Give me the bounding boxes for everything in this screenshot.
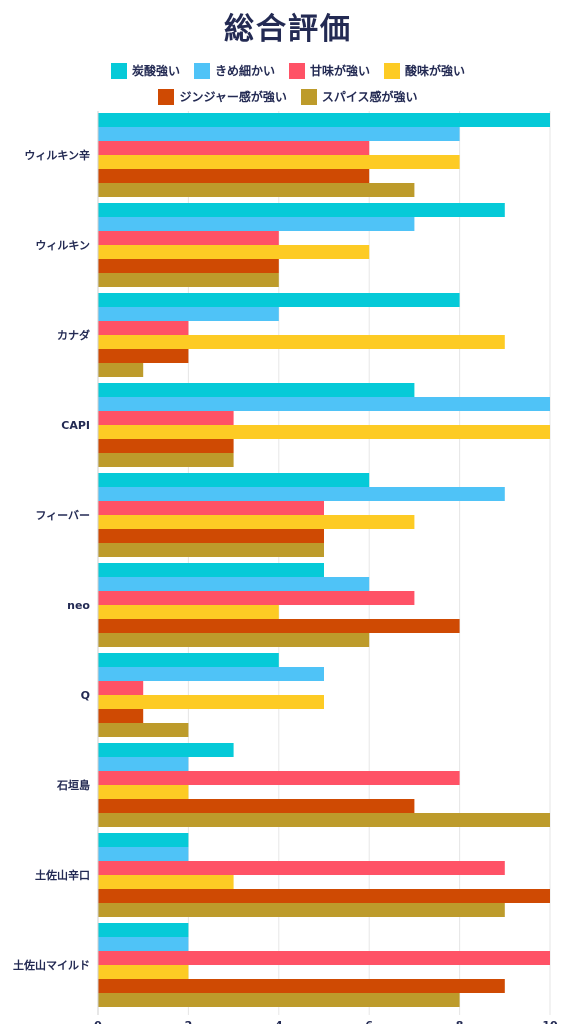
bar [98, 875, 234, 889]
bar [98, 293, 460, 307]
bar [98, 515, 415, 529]
bar [98, 273, 279, 287]
x-tick-label: 2 [185, 1019, 193, 1024]
legend-item: きめ細かい [193, 62, 275, 79]
x-tick-label: 8 [456, 1019, 464, 1024]
category-label: カナダ [57, 328, 90, 342]
category-label: ウィルキン [35, 239, 90, 252]
bar [98, 965, 189, 979]
category-label: Q [81, 689, 90, 702]
legend-label: 炭酸強い [131, 64, 180, 78]
bar [98, 141, 370, 155]
bar [98, 861, 505, 875]
legend-swatch [193, 62, 210, 79]
legend-swatch [289, 62, 305, 79]
bar [98, 937, 189, 951]
legend-row-2: ジンジャー感が強い スパイス感が強い [0, 88, 576, 105]
bar [98, 591, 415, 605]
bar [98, 923, 189, 937]
bar [98, 577, 370, 591]
bar [98, 307, 279, 321]
legend-swatch [384, 62, 401, 79]
legend-row-1: 炭酸強い きめ細かい 甘味が強い 酸味が強い [0, 62, 576, 79]
bar [98, 813, 550, 827]
bar [98, 633, 370, 647]
bar [98, 321, 189, 335]
bar [98, 903, 505, 917]
bar [98, 833, 189, 847]
bar [98, 889, 550, 903]
bar [98, 259, 279, 273]
bar [98, 487, 505, 501]
bar [98, 383, 415, 397]
bar [98, 529, 324, 543]
bar [98, 155, 460, 169]
legend-swatch [158, 88, 175, 105]
bar [98, 543, 324, 557]
bar [98, 951, 550, 965]
legend-label: ジンジャー感が強い [179, 90, 287, 104]
x-tick-label: 0 [94, 1019, 102, 1024]
legend-item: ジンジャー感が強い [158, 88, 287, 105]
bar [98, 723, 189, 737]
legend-swatch [110, 62, 127, 79]
category-label: ウィルキン辛 [24, 148, 90, 162]
legend-label: 甘味が強い [310, 64, 371, 78]
bar [98, 709, 144, 723]
chart-title: 総合評価 [224, 12, 352, 47]
bar [98, 563, 324, 577]
bar [98, 653, 279, 667]
bar [98, 501, 324, 515]
legend-swatch [300, 88, 317, 105]
bar [98, 771, 460, 785]
category-label: neo [67, 599, 90, 612]
bar [98, 397, 550, 411]
bar [98, 667, 324, 681]
bar [98, 439, 234, 453]
bar [98, 695, 324, 709]
category-label: 石垣島 [56, 778, 90, 792]
bar [98, 681, 144, 695]
bar [98, 425, 550, 439]
legend-item: スパイス感が強い [300, 88, 418, 105]
category-label: 土佐山辛口 [35, 868, 90, 882]
bar [98, 245, 370, 259]
bar [98, 231, 279, 245]
bar [98, 203, 505, 217]
bar [98, 335, 505, 349]
x-tick-label: 6 [365, 1019, 373, 1024]
bar [98, 799, 415, 813]
bar [98, 183, 415, 197]
bar [98, 757, 189, 771]
bar [98, 979, 505, 993]
bar [98, 127, 460, 141]
legend-item: 炭酸強い [110, 62, 180, 79]
legend-item: 酸味が強い [384, 62, 465, 79]
legend-item: 甘味が強い [289, 62, 370, 79]
bar [98, 847, 189, 861]
bar [98, 605, 279, 619]
bar [98, 113, 550, 127]
bar [98, 217, 415, 231]
x-tick-label: 4 [275, 1019, 283, 1024]
bar [98, 619, 460, 633]
bar [98, 785, 189, 799]
bar [98, 453, 234, 467]
bar [98, 473, 370, 487]
bar [98, 993, 460, 1007]
category-label: 土佐山マイルド [13, 958, 90, 972]
bar [98, 411, 234, 425]
x-tick-label: 10 [542, 1019, 558, 1024]
legend-label: スパイス感が強い [321, 90, 418, 104]
legend-label: きめ細かい [214, 64, 275, 78]
category-label: フィーバー [35, 509, 90, 522]
bar [98, 349, 189, 363]
category-label: CAPI [61, 419, 90, 432]
bar [98, 169, 370, 183]
bar [98, 743, 234, 757]
bar [98, 363, 144, 377]
legend-label: 酸味が強い [405, 64, 466, 78]
